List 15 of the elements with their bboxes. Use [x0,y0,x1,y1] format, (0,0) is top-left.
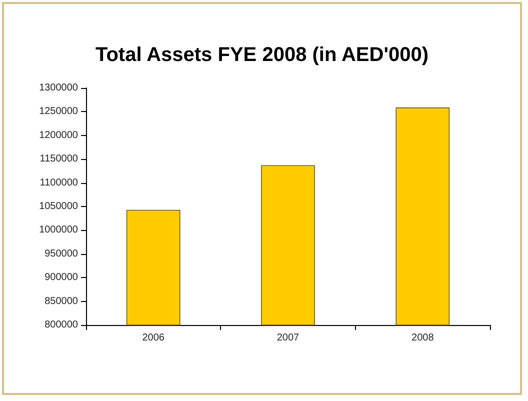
y-tick-label: 950000 [44,248,78,260]
y-tick-label: 1200000 [39,130,78,141]
y-tick-label: 1050000 [39,201,78,212]
y-tick-label: 1300000 [39,82,78,94]
y-tick-label: 1000000 [39,224,78,236]
y-tick-label: 900000 [44,272,78,284]
y-tick-label: 1150000 [40,154,78,165]
y-tick-label: 800000 [44,320,78,330]
y-tick-label: 1100000 [40,177,78,188]
x-tick-label: 2008 [412,332,434,344]
y-tick-label: 850000 [44,296,78,307]
y-tick-label: 1250000 [39,106,78,118]
chart-title: Total Assets FYE 2008 (in AED'000) [95,44,429,66]
x-tick-label: 2007 [276,332,300,344]
x-tick-label: 2006 [142,332,165,344]
